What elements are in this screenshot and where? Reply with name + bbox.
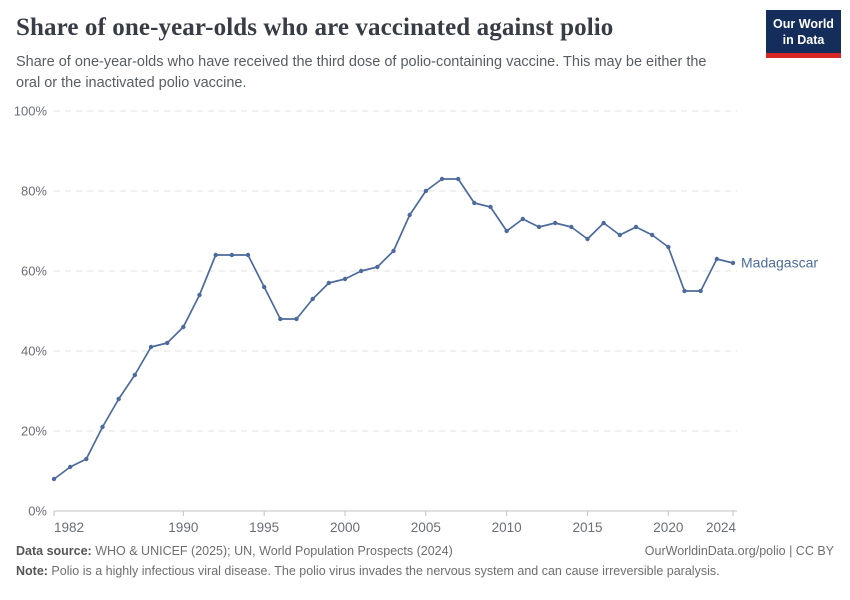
y-tick-label: 40% [21, 344, 47, 359]
data-point[interactable] [520, 216, 526, 222]
x-tick-label: 1990 [168, 520, 198, 535]
footer-source-row: Data source: WHO & UNICEF (2025); UN, Wo… [16, 541, 834, 561]
data-source-label: Data source: [16, 544, 92, 558]
data-point[interactable] [633, 224, 639, 230]
data-point[interactable] [148, 344, 154, 350]
data-point[interactable] [116, 396, 121, 402]
data-point[interactable] [488, 204, 493, 210]
data-source-text: WHO & UNICEF (2025); UN, World Populatio… [91, 544, 453, 558]
data-point[interactable] [100, 424, 105, 430]
data-point[interactable] [164, 340, 170, 346]
note-label: Note: [16, 564, 48, 578]
x-tick-label: 1995 [249, 520, 279, 535]
data-point[interactable] [601, 220, 606, 226]
y-tick-label: 0% [28, 504, 47, 519]
data-point[interactable] [649, 232, 655, 238]
data-point[interactable] [617, 232, 623, 238]
data-point[interactable] [552, 220, 558, 226]
data-point[interactable] [455, 176, 461, 182]
owid-logo[interactable]: Our World in Data [766, 10, 841, 58]
data-point[interactable] [278, 316, 283, 322]
y-tick-label: 20% [21, 424, 47, 439]
y-tick-label: 100% [14, 104, 48, 119]
data-point[interactable] [213, 252, 218, 258]
data-point[interactable] [714, 256, 720, 262]
note-text: Polio is a highly infectious viral disea… [47, 564, 720, 578]
y-tick-label: 60% [21, 264, 47, 279]
data-point[interactable] [245, 252, 251, 258]
data-point[interactable] [326, 280, 332, 286]
owid-logo-line2: in Data [782, 33, 825, 47]
data-point[interactable] [51, 476, 57, 482]
data-point[interactable] [310, 296, 315, 302]
x-tick-label: 1982 [54, 520, 84, 535]
x-tick-label: 2010 [492, 520, 522, 535]
x-tick-label: 2020 [653, 520, 683, 535]
data-point[interactable] [294, 316, 299, 322]
attribution-link[interactable]: OurWorldinData.org/polio | CC BY [644, 544, 834, 558]
data-point[interactable] [472, 200, 477, 206]
chart-footer: Data source: WHO & UNICEF (2025); UN, Wo… [16, 541, 834, 581]
data-point[interactable] [536, 224, 542, 230]
data-point[interactable] [682, 288, 687, 294]
series-end-label[interactable]: Madagascar [741, 255, 818, 271]
page-title: Share of one-year-olds who are vaccinate… [16, 14, 614, 41]
data-point[interactable] [439, 176, 445, 182]
data-point[interactable] [261, 284, 267, 290]
data-point[interactable] [358, 268, 364, 274]
data-point[interactable] [504, 228, 509, 234]
data-point[interactable] [181, 324, 186, 330]
x-tick-label: 2005 [411, 520, 441, 535]
chart-subtitle: Share of one-year-olds who have received… [16, 54, 707, 91]
owid-logo-line1: Our World [773, 17, 834, 31]
x-tick-label: 2000 [330, 520, 360, 535]
x-tick-label: 2015 [572, 520, 602, 535]
data-point[interactable] [342, 276, 348, 282]
footer-note-row: Note: Polio is a highly infectious viral… [16, 561, 834, 581]
data-point[interactable] [375, 264, 380, 270]
data-point[interactable] [569, 224, 574, 230]
data-point[interactable] [407, 212, 412, 218]
data-point[interactable] [698, 288, 703, 294]
y-tick-label: 80% [21, 184, 47, 199]
data-point[interactable] [197, 292, 202, 298]
data-point[interactable] [585, 236, 590, 242]
data-point[interactable] [67, 464, 73, 470]
data-point[interactable] [391, 248, 396, 254]
x-tick-label: 2024 [706, 520, 737, 535]
data-point[interactable] [229, 252, 235, 258]
data-point[interactable] [132, 372, 138, 378]
data-source: Data source: WHO & UNICEF (2025); UN, Wo… [16, 541, 453, 561]
data-point[interactable] [666, 244, 671, 250]
series-line[interactable] [53, 178, 734, 480]
data-point[interactable] [730, 260, 736, 266]
data-point[interactable] [423, 188, 429, 194]
data-point[interactable] [84, 456, 89, 462]
